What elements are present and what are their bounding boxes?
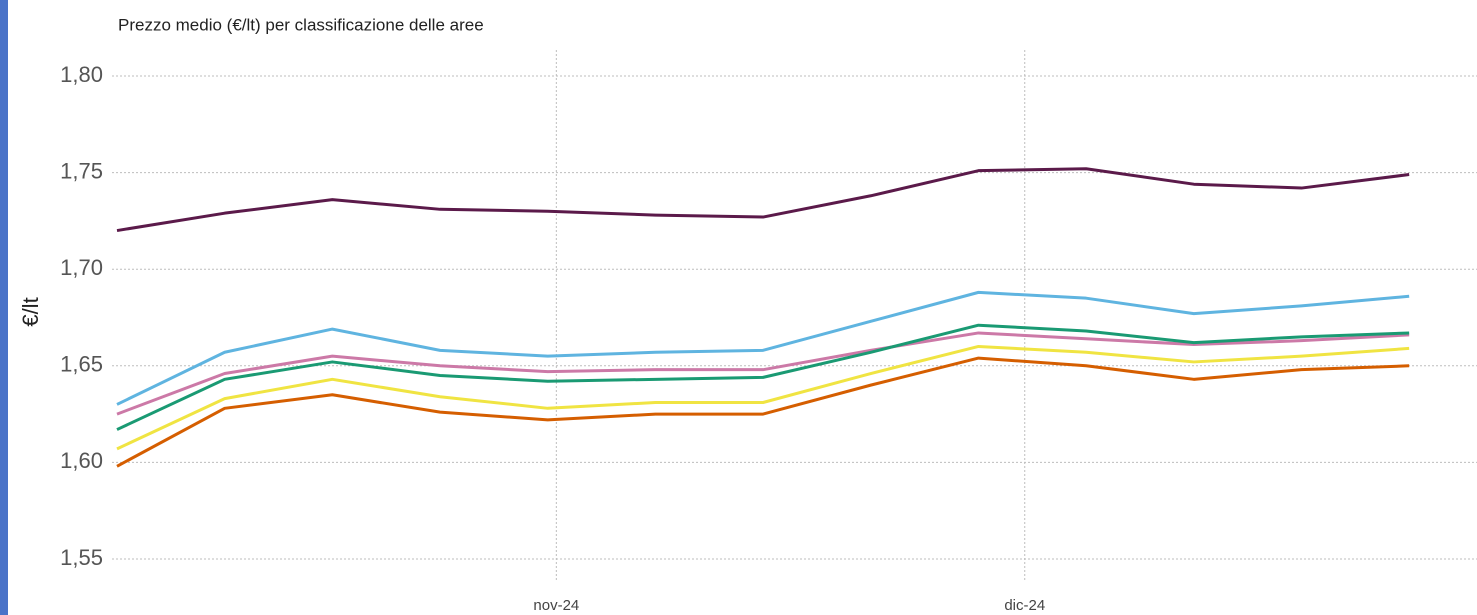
- chart-title: Prezzo medio (€/lt) per classificazione …: [118, 15, 484, 34]
- series-line: [116, 331, 1410, 416]
- x-tick-label: dic-24: [1004, 597, 1045, 614]
- y-tick-label: 1,75: [60, 158, 103, 183]
- series-line: [116, 344, 1410, 451]
- series-line: [116, 290, 1410, 406]
- y-tick-label: 1,60: [60, 448, 103, 473]
- y-tick-label: 1,65: [60, 352, 103, 377]
- left-border: [0, 0, 8, 615]
- y-tick-label: 1,70: [60, 255, 103, 280]
- y-tick-label: 1,55: [60, 545, 103, 570]
- x-tick-label: nov-24: [533, 597, 579, 614]
- y-tick-label: 1,80: [60, 62, 103, 87]
- y-axis-label: €/lt: [18, 297, 43, 326]
- series-line: [116, 323, 1410, 431]
- series-line: [116, 356, 1410, 468]
- series-line: [116, 167, 1410, 233]
